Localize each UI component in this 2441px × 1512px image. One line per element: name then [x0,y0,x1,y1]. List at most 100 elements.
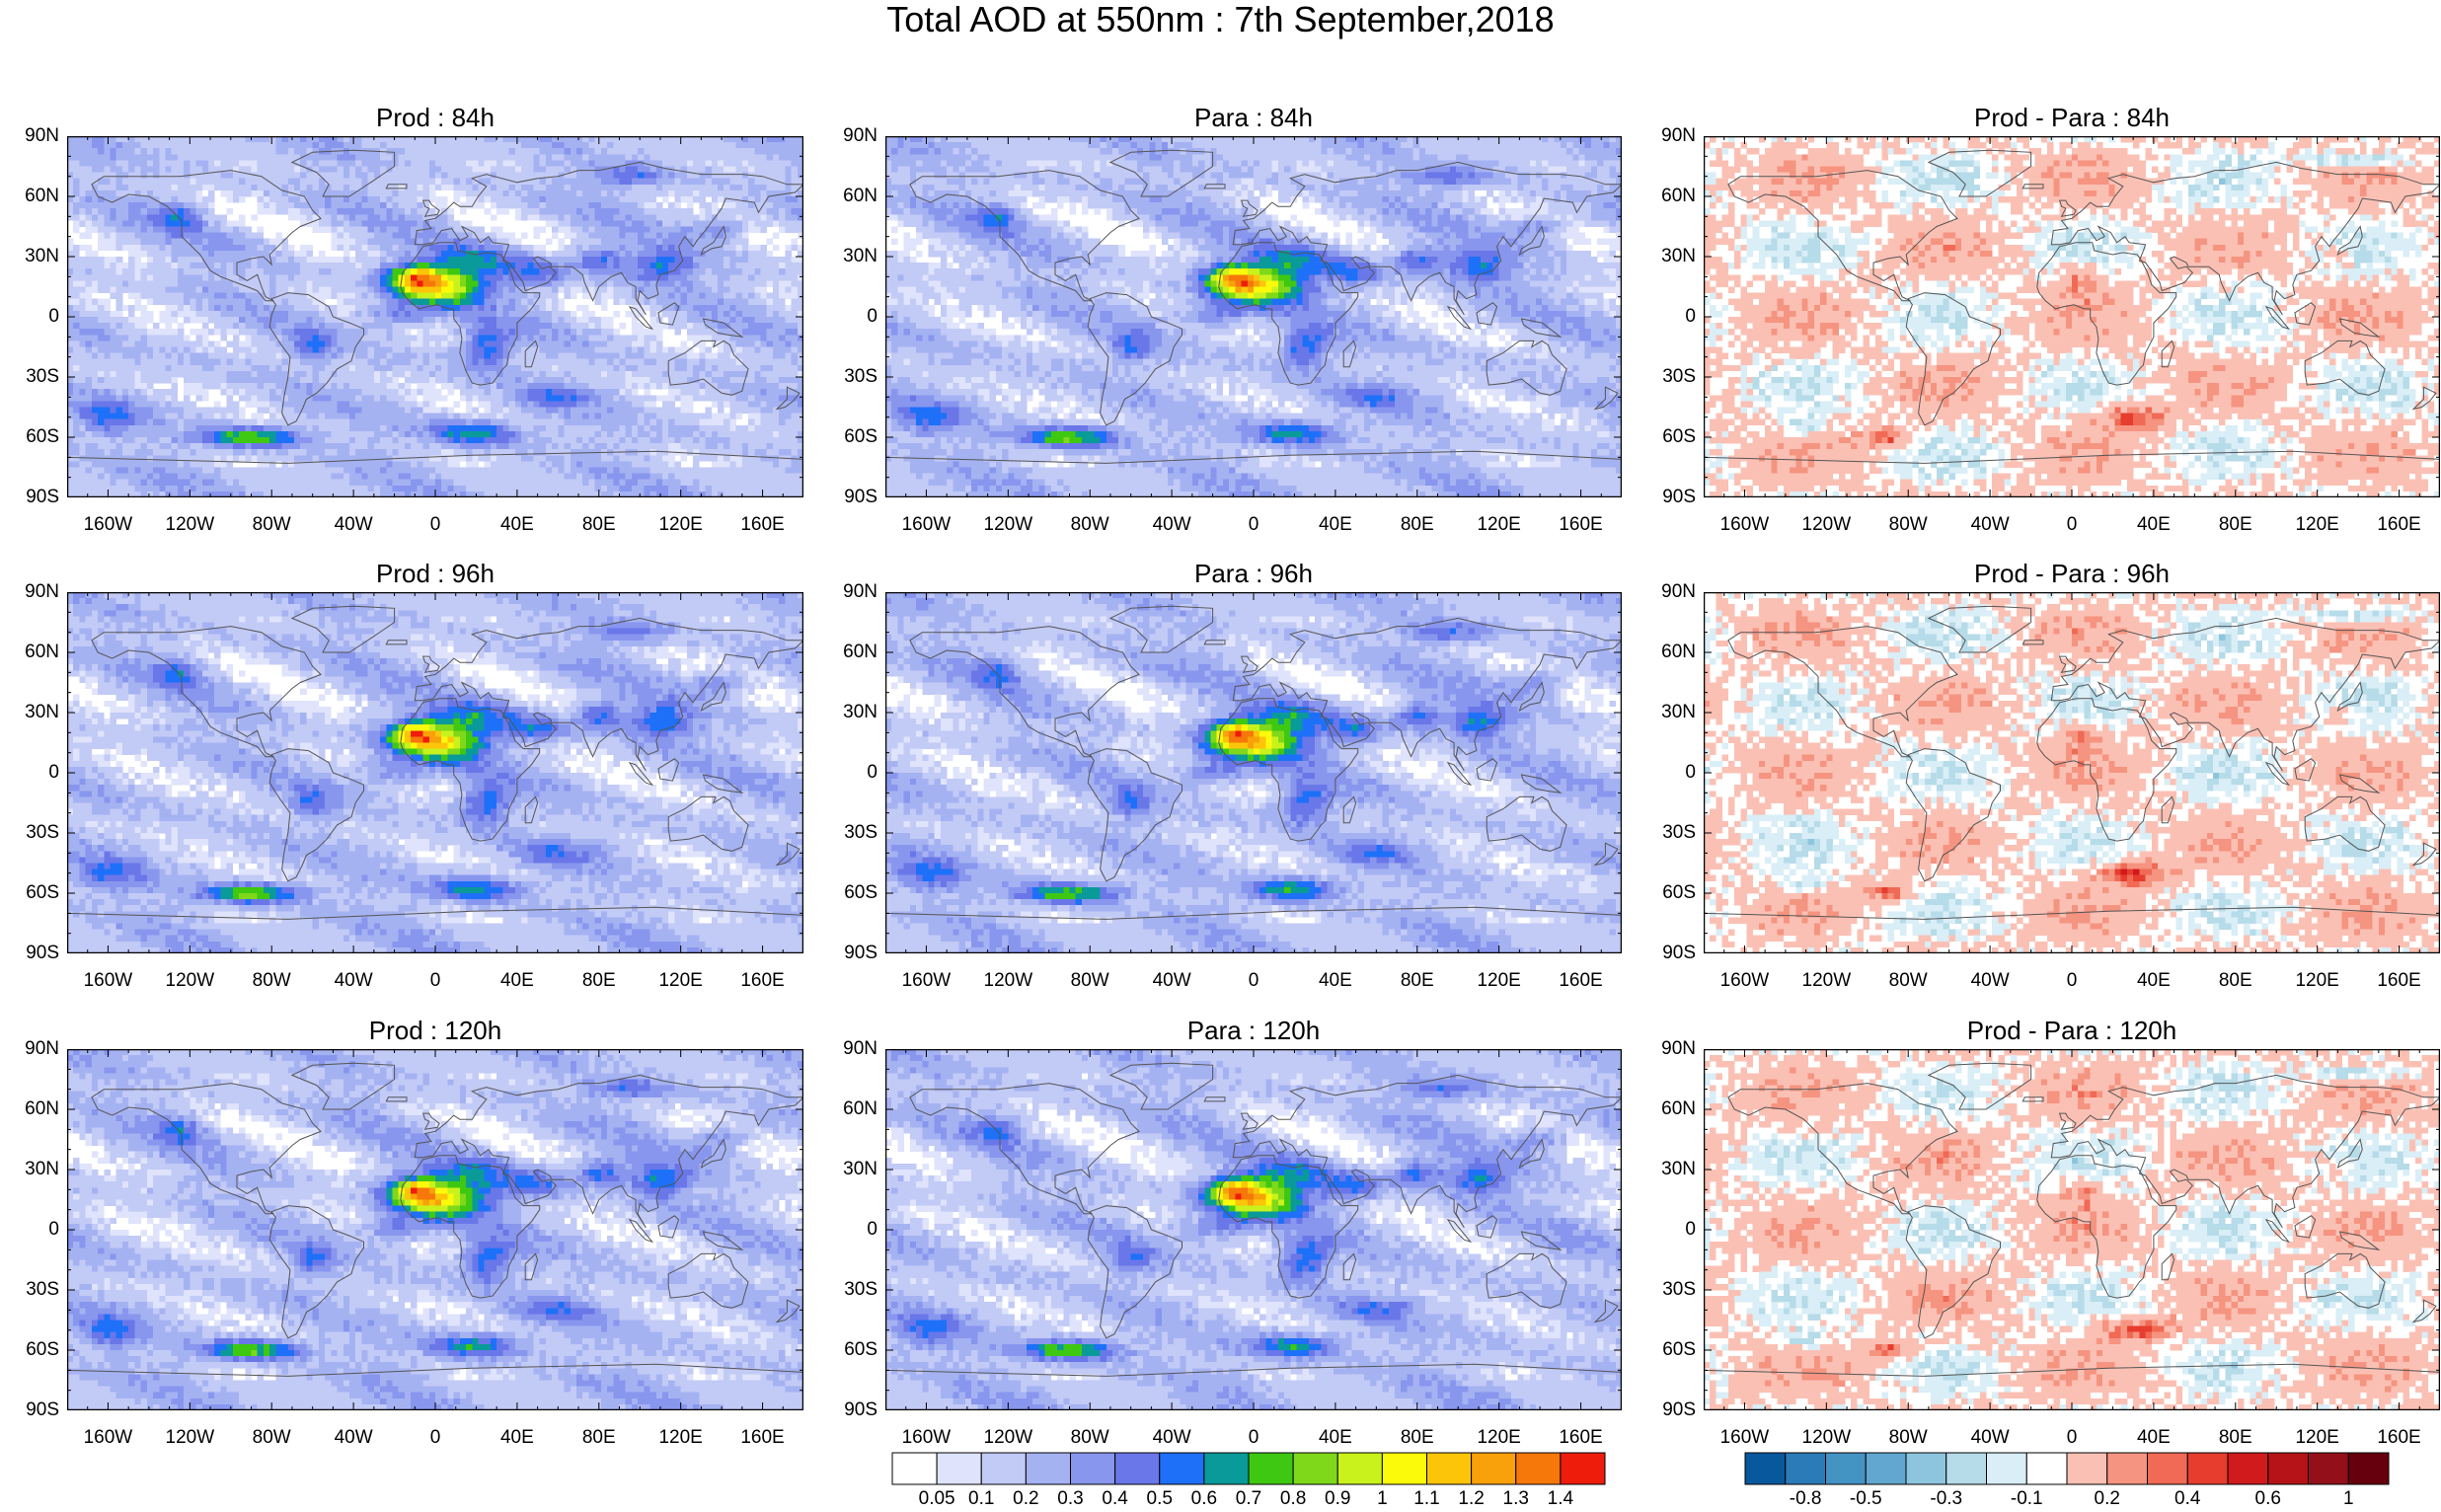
field-cell [85,370,93,378]
field-cell [502,346,509,353]
field-cell [140,232,148,239]
field-cell [361,395,368,402]
field-cell [631,280,639,287]
field-cell [441,257,448,264]
field-cell [281,340,289,347]
field-cell [269,304,276,312]
field-cell [607,238,614,246]
field-cell [514,370,522,378]
field-cell [115,226,123,233]
field-cell [644,346,650,353]
field-cell [245,335,252,341]
field-cell [600,383,608,390]
field-cell [257,244,265,252]
field-cell [281,364,289,372]
field-cell [686,263,694,269]
field-cell [582,340,589,347]
field-cell [447,214,454,221]
field-cell [502,280,509,287]
field-cell [417,220,423,227]
field-cell [300,263,307,269]
field-cell [79,148,86,155]
field-cell [582,335,589,341]
field-cell [649,364,657,372]
field-cell [392,178,399,186]
field-cell [741,202,749,209]
field-cell [128,142,135,149]
field-cell [159,154,166,161]
field-cell [521,377,528,384]
field-cell [348,208,356,215]
field-cell [680,370,688,378]
field-cell [699,389,706,396]
field-cell [411,226,418,233]
field-cell [441,196,448,203]
field-cell [631,364,639,372]
field-cell [159,178,166,186]
field-cell [484,323,492,330]
field-cell [748,226,755,233]
field-cell [772,395,780,402]
field-cell [373,257,381,264]
field-cell [680,364,688,372]
field-cell [91,389,99,396]
field-cell [453,335,461,341]
field-cell [404,364,412,372]
field-cell [496,395,503,402]
field-cell [613,346,620,353]
field-cell [558,136,565,143]
field-cell [331,244,338,252]
field-cell [435,310,442,318]
field-cell [85,136,93,143]
field-cell [717,154,725,161]
field-cell [98,220,105,227]
field-cell [754,358,761,366]
field-cell [754,257,761,264]
field-cell [348,310,356,318]
field-cell [306,352,313,359]
field-cell [115,329,123,336]
field-cell [73,358,80,366]
field-cell [226,395,234,402]
field-cell [502,184,509,191]
field-cell [478,389,486,396]
field-cell [337,148,344,155]
field-cell [662,189,669,197]
field-cell [67,148,74,155]
field-cell [644,202,650,209]
field-cell [466,346,473,353]
field-cell [104,274,111,281]
field-cell [575,274,583,281]
field-cell [674,160,681,167]
field-cell [85,142,93,149]
field-cell [165,286,172,293]
field-cell [165,184,172,191]
field-cell [699,364,706,372]
field-cell [545,208,553,215]
field-cell [785,352,792,359]
field-cell [269,298,276,306]
field-cell [195,395,203,402]
field-cell [367,226,375,233]
field-cell [558,178,565,186]
field-cell [649,346,657,353]
field-cell [760,389,767,396]
field-cell [134,377,141,384]
field-cell [422,370,430,378]
field-cell [257,189,265,197]
field-cell [447,346,454,353]
field-cell [644,226,650,233]
field-cell [545,172,553,179]
field-cell [348,166,356,173]
field-cell [115,280,123,287]
field-cell [779,370,786,378]
field-cell [300,202,307,209]
field-cell [134,389,141,396]
field-cell [214,257,221,264]
field-cell [367,395,375,402]
field-cell [85,389,93,396]
field-cell [245,329,252,336]
field-cell [668,304,675,312]
field-cell [171,166,179,173]
field-cell [582,226,589,233]
